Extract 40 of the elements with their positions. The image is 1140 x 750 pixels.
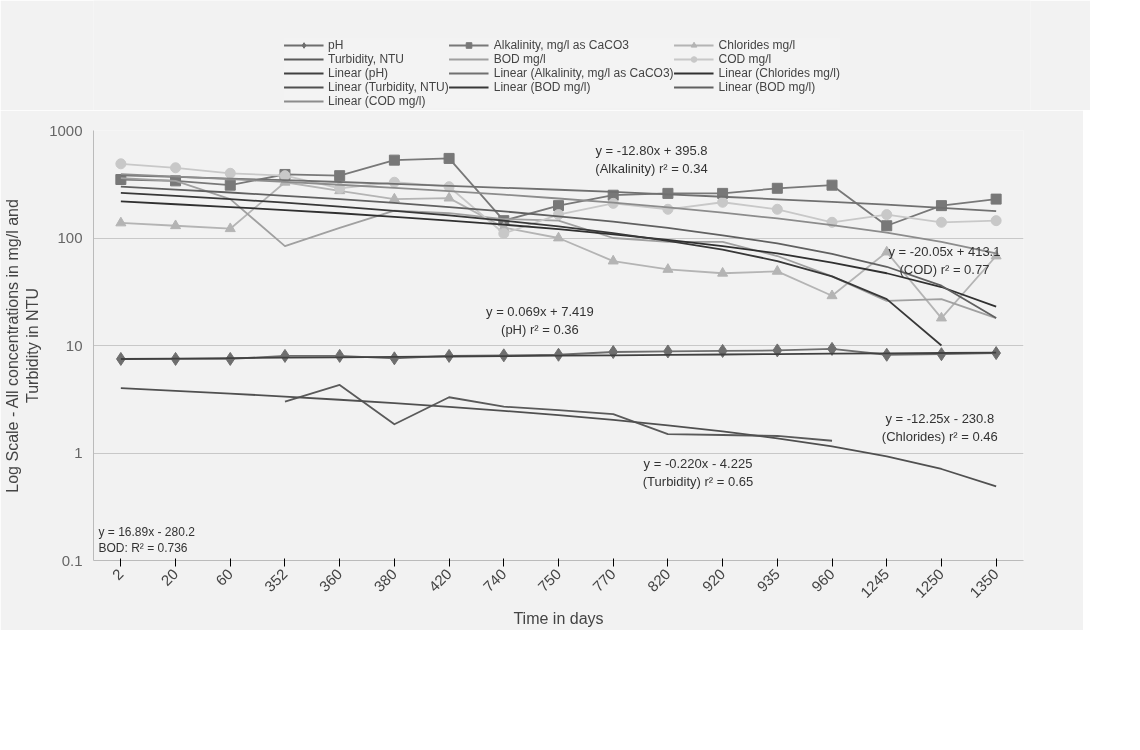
x-tick-label: 770 xyxy=(589,565,619,595)
y-tick-label: 10 xyxy=(65,336,83,354)
x-tick-label: 2 xyxy=(108,565,127,584)
x-tick-label: 960 xyxy=(807,565,838,595)
legend-label: COD mg/l xyxy=(718,52,772,66)
legend-label: Linear (Turbidity, NTU) xyxy=(328,80,449,94)
x-tick-label: 740 xyxy=(479,565,510,595)
y-tick-label: 1000 xyxy=(49,121,83,139)
legend-label: Turbidity, NTU xyxy=(328,52,405,66)
legend-label: Linear (BOD mg/l) xyxy=(493,80,591,94)
legend-label: Chlorides mg/l xyxy=(718,38,796,52)
y-tick-label: 100 xyxy=(57,229,83,246)
legend-label: Linear (Chlorides mg/l) xyxy=(718,66,840,80)
x-tick-label: 360 xyxy=(315,565,346,595)
x-tick-label: 420 xyxy=(425,565,455,595)
legend-label: Alkalinity, mg/l as CaCO3 xyxy=(493,38,629,52)
annotation: y = -20.05x + 413.1 (COD) r² = 0.77 xyxy=(888,243,1001,277)
x-tick-label: 750 xyxy=(534,565,565,595)
legend-label: Linear (COD mg/l) xyxy=(328,94,426,108)
annotation: y = -12.25x - 230.8 (Chlorides) r² = 0.46 xyxy=(881,411,998,445)
annotation: y = -0.220x - 4.225 (Turbidity) r² = 0.65 xyxy=(642,456,754,490)
legend-label: pH xyxy=(328,38,345,52)
x-tick-label: 60 xyxy=(212,565,236,589)
y-tick-label: 1 xyxy=(74,444,83,461)
legend-label: Linear (pH) xyxy=(328,66,389,80)
x-axis-title: Time in days xyxy=(513,610,604,628)
legend-label: Linear (BOD mg/l) xyxy=(718,80,816,94)
y-axis-title: Log Scale - All concentrations in mg/l and Turbidity in NTU xyxy=(3,199,42,493)
x-tick-label: 935 xyxy=(753,565,783,595)
annotation: y = -12.80x + 395.8 (Alkalinity) r² = 0.34 xyxy=(595,142,708,176)
x-tick-label: 820 xyxy=(643,565,674,595)
y-tick-label: 0.1 xyxy=(61,551,83,569)
x-tick-label: 380 xyxy=(370,565,401,595)
annotation: y = 16.89x - 280.2 BOD: R² = 0.736 xyxy=(98,524,196,556)
legend-label: Linear (Alkalinity, mg/l as CaCO3) xyxy=(493,66,674,80)
legend-label: BOD mg/l xyxy=(493,52,546,66)
x-tick-label: 20 xyxy=(157,565,182,589)
x-tick-label: 352 xyxy=(260,565,291,595)
x-tick-label: 920 xyxy=(698,565,729,595)
annotation: y = 0.069x + 7.419 (pH) r² = 0.36 xyxy=(486,303,594,337)
